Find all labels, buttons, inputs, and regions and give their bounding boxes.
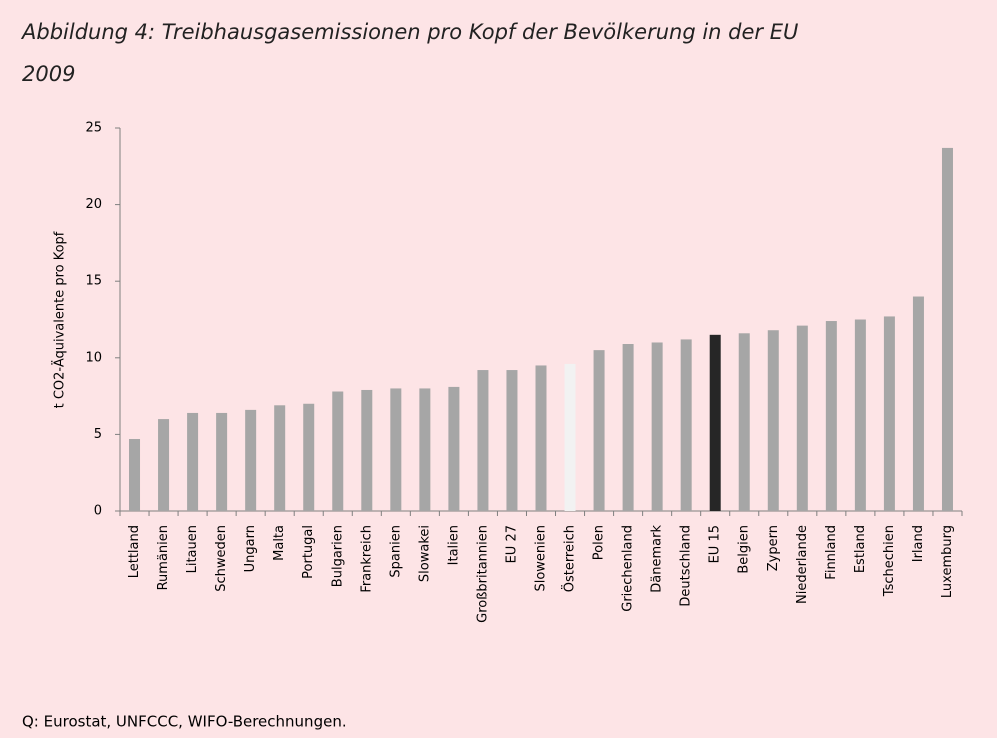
x-tick-label: Estland — [853, 525, 868, 573]
x-tick-label: Niederlande — [795, 525, 810, 604]
x-tick-label: Malta — [272, 525, 287, 561]
x-tick-label: Irland — [911, 525, 926, 562]
x-tick-label: Bulgarien — [330, 525, 345, 587]
bar — [796, 325, 808, 511]
bar — [332, 391, 344, 511]
bar — [274, 405, 286, 511]
x-tick-label: Litauen — [185, 525, 200, 573]
x-tick-label: Finnland — [824, 525, 839, 580]
bar — [883, 316, 895, 511]
x-tick-label: Ungarn — [243, 525, 258, 572]
x-tick-label: Rumänien — [156, 525, 171, 590]
bar — [187, 412, 199, 511]
bar — [941, 147, 953, 511]
bar — [419, 388, 431, 511]
x-tick-label: EU 27 — [504, 525, 519, 563]
chart-subtitle: 2009 — [22, 62, 75, 86]
x-tick-label: Deutschland — [679, 525, 694, 607]
bar — [912, 296, 924, 511]
x-tick-label: Dänemark — [650, 525, 665, 593]
y-axis-label: t CO2-Äquivalente pro Kopf — [52, 231, 68, 408]
bar — [245, 409, 257, 511]
bar — [709, 334, 721, 511]
source-note: Q: Eurostat, UNFCCC, WIFO-Berechnungen. — [22, 713, 347, 731]
y-tick-label: 20 — [85, 197, 102, 212]
x-tick-label: Slowakei — [417, 525, 432, 582]
bar — [158, 419, 170, 511]
x-tick-label: Belgien — [737, 525, 752, 574]
bar — [593, 350, 605, 511]
bar — [854, 319, 866, 511]
bar — [564, 363, 576, 511]
x-tick-label: Frankreich — [359, 525, 374, 593]
x-tick-label: EU 15 — [708, 525, 723, 563]
x-tick-label: Portugal — [301, 525, 316, 579]
bar — [506, 370, 518, 511]
x-tick-label: Italien — [446, 525, 461, 565]
bar — [738, 333, 750, 511]
bar — [303, 403, 315, 511]
x-tick-label: Großbritannien — [475, 525, 490, 623]
y-tick-label: 25 — [85, 121, 102, 136]
bar — [535, 365, 547, 511]
x-tick-label: Griechenland — [621, 525, 636, 612]
bar — [622, 344, 634, 511]
y-tick-label: 0 — [94, 504, 102, 519]
chart-title: Abbildung 4: Treibhausgasemissionen pro … — [20, 20, 798, 44]
bar — [216, 412, 228, 511]
y-tick-label: 10 — [85, 350, 102, 365]
bar — [825, 321, 837, 511]
bar — [477, 370, 489, 511]
x-tick-label: Österreich — [561, 525, 578, 592]
bar — [680, 339, 692, 511]
x-tick-label: Schweden — [214, 525, 229, 592]
y-tick-label: 15 — [85, 274, 102, 289]
bar — [361, 389, 373, 511]
bar — [448, 386, 460, 511]
bar — [129, 438, 141, 511]
x-tick-label: Luxemburg — [940, 525, 955, 598]
x-tick-label: Lettland — [127, 525, 142, 578]
x-tick-label: Zypern — [766, 525, 781, 571]
x-tick-label: Polen — [592, 525, 607, 560]
x-tick-label: Tschechien — [882, 525, 897, 597]
bar — [651, 342, 663, 511]
x-tick-label: Spanien — [388, 525, 403, 578]
x-tick-label: Slowenien — [534, 525, 549, 592]
bar — [390, 388, 402, 511]
bar — [767, 330, 779, 511]
y-tick-label: 5 — [94, 427, 102, 442]
